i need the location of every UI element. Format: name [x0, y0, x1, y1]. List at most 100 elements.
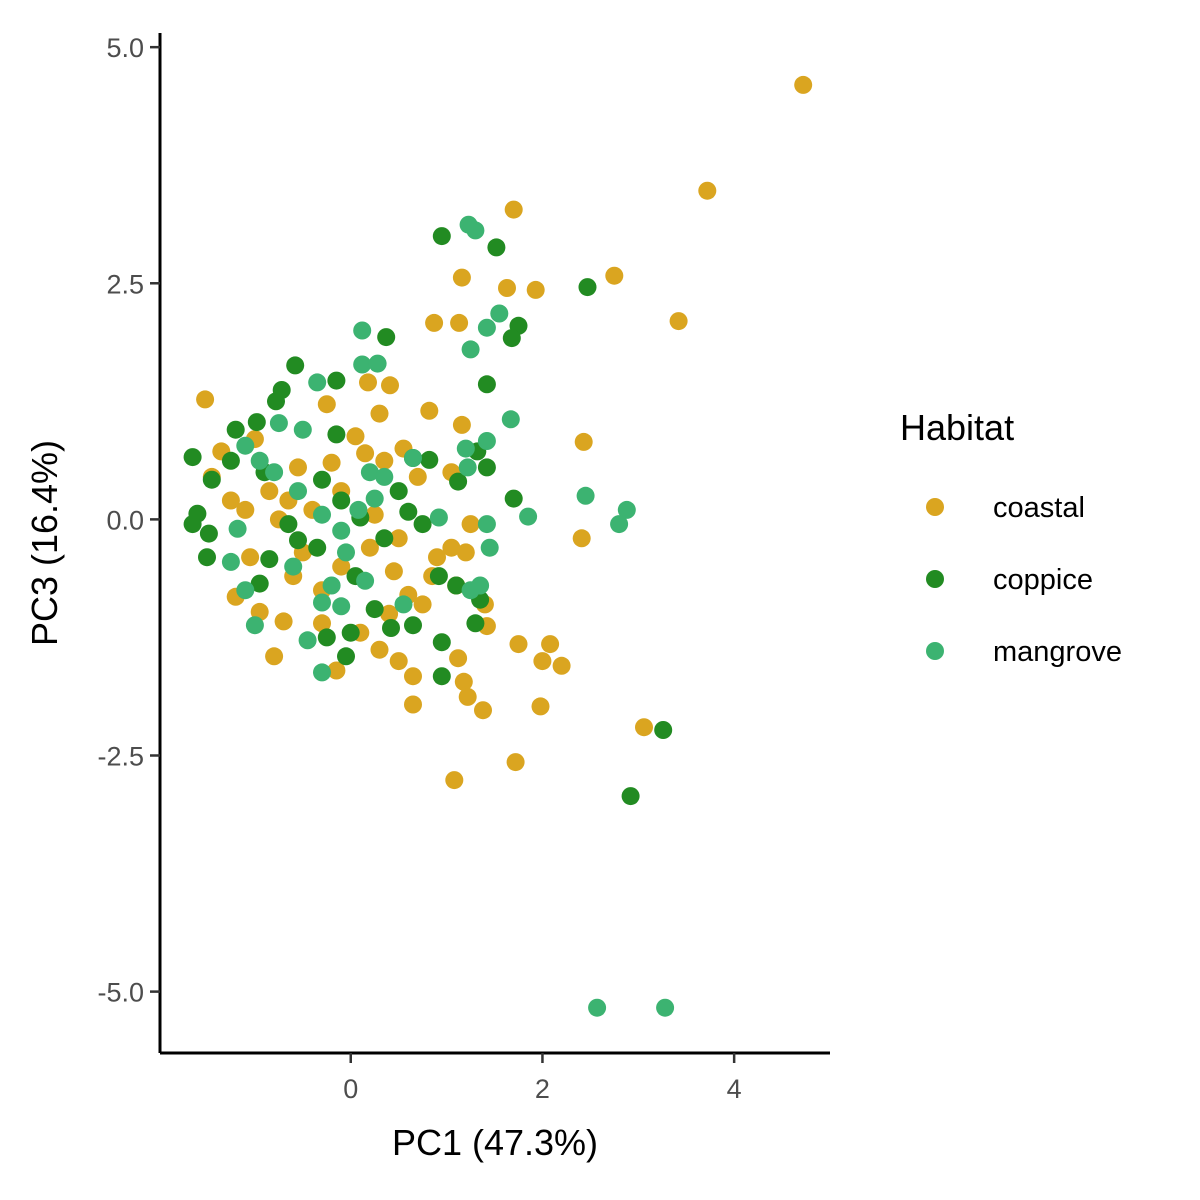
point-mangrove-16	[519, 507, 538, 526]
point-coastal-56	[221, 491, 240, 510]
point-mangrove-18	[480, 538, 499, 557]
point-coastal-32	[454, 672, 473, 691]
point-mangrove-6	[353, 355, 372, 374]
point-coastal-1	[698, 181, 717, 200]
point-mangrove-46	[656, 998, 675, 1017]
point-coastal-61	[375, 451, 394, 470]
point-mangrove-31	[221, 552, 240, 571]
point-coppice-10	[247, 413, 266, 432]
point-coastal-8	[425, 313, 444, 332]
x-tick-label-2: 4	[727, 1074, 742, 1104]
point-mangrove-44	[293, 420, 312, 439]
point-coastal-31	[449, 649, 468, 668]
point-coastal-47	[274, 612, 293, 631]
point-coastal-33	[458, 687, 477, 706]
point-coastal-36	[506, 753, 525, 772]
point-coppice-28	[399, 502, 418, 521]
point-coastal-72	[313, 614, 331, 633]
point-coastal-34	[474, 701, 492, 720]
y-tick-label-4: -5.0	[97, 978, 144, 1008]
point-coastal-7	[452, 268, 471, 287]
point-coastal-4	[504, 200, 523, 219]
point-coppice-53	[327, 425, 346, 444]
point-coppice-2	[578, 278, 597, 297]
point-mangrove-28	[236, 436, 255, 455]
point-coppice-31	[429, 567, 448, 586]
point-coastal-14	[381, 376, 399, 395]
legend: Habitat coastal coppice mangrove	[900, 407, 1122, 668]
point-coppice-12	[183, 448, 202, 467]
point-coastal-59	[322, 453, 341, 472]
point-coppice-6	[477, 375, 496, 394]
point-mangrove-25	[313, 505, 331, 524]
point-coastal-22	[428, 548, 446, 567]
point-mangrove-24	[332, 521, 351, 540]
point-mangrove-7	[368, 354, 387, 373]
point-coppice-26	[375, 529, 394, 548]
point-mangrove-20	[461, 581, 480, 600]
point-coastal-58	[289, 458, 307, 477]
point-coastal-37	[445, 771, 464, 790]
legend-key-coppice	[926, 570, 944, 588]
point-coppice-0	[432, 227, 451, 246]
point-coastal-35	[531, 697, 550, 716]
point-coppice-14	[221, 451, 240, 470]
point-coppice-22	[289, 531, 307, 550]
point-coastal-0	[794, 75, 813, 94]
point-mangrove-39	[245, 616, 264, 635]
point-coppice-1	[487, 238, 506, 257]
point-coastal-27	[509, 635, 528, 654]
point-coppice-47	[654, 721, 673, 739]
point-mangrove-49	[429, 508, 448, 527]
point-mangrove-29	[250, 451, 269, 470]
point-mangrove-4	[461, 340, 480, 359]
legend-key-coastal	[926, 498, 944, 516]
point-mangrove-14	[617, 500, 636, 519]
point-coppice-7	[286, 356, 305, 375]
point-coastal-15	[359, 373, 377, 392]
x-tick-label-1: 2	[535, 1074, 550, 1104]
point-coastal-30	[552, 656, 571, 675]
point-coastal-6	[526, 280, 545, 299]
point-mangrove-23	[349, 500, 368, 519]
point-coppice-34	[477, 458, 496, 477]
point-coastal-18	[317, 395, 336, 414]
y-tick-label-1: 2.5	[106, 269, 144, 299]
point-mangrove-1	[466, 221, 485, 240]
point-coastal-78	[356, 444, 375, 463]
point-mangrove-40	[313, 663, 331, 682]
point-coppice-18	[199, 524, 218, 543]
point-coppice-36	[447, 576, 466, 595]
point-mangrove-10	[477, 432, 496, 450]
point-coastal-49	[332, 557, 351, 576]
point-coastal-57	[260, 482, 279, 501]
point-coppice-20	[250, 574, 269, 593]
point-mangrove-3	[477, 318, 496, 337]
point-coastal-9	[450, 313, 469, 332]
point-coppice-42	[341, 623, 360, 642]
axes-layer	[158, 33, 830, 1055]
legend-items: coastal coppice mangrove	[926, 492, 1122, 668]
point-coastal-51	[384, 562, 403, 581]
point-coppice-48	[308, 538, 327, 557]
point-coppice-44	[337, 647, 355, 666]
point-mangrove-33	[284, 557, 303, 576]
point-coppice-17	[183, 515, 202, 534]
point-mangrove-8	[308, 373, 327, 392]
point-mangrove-38	[298, 631, 317, 650]
point-coppice-30	[413, 515, 432, 534]
point-mangrove-37	[394, 595, 413, 614]
point-mangrove-45	[588, 998, 607, 1017]
point-coastal-68	[389, 529, 408, 548]
point-mangrove-27	[265, 463, 284, 482]
point-mangrove-48	[365, 489, 384, 508]
point-coastal-60	[346, 427, 365, 446]
point-coppice-21	[260, 550, 279, 569]
point-coastal-55	[241, 548, 260, 567]
point-coastal-41	[327, 661, 346, 680]
y-tick-label-2: 0.0	[106, 505, 144, 535]
point-coastal-17	[370, 404, 389, 423]
point-mangrove-11	[456, 439, 475, 458]
point-mangrove-32	[236, 581, 255, 600]
